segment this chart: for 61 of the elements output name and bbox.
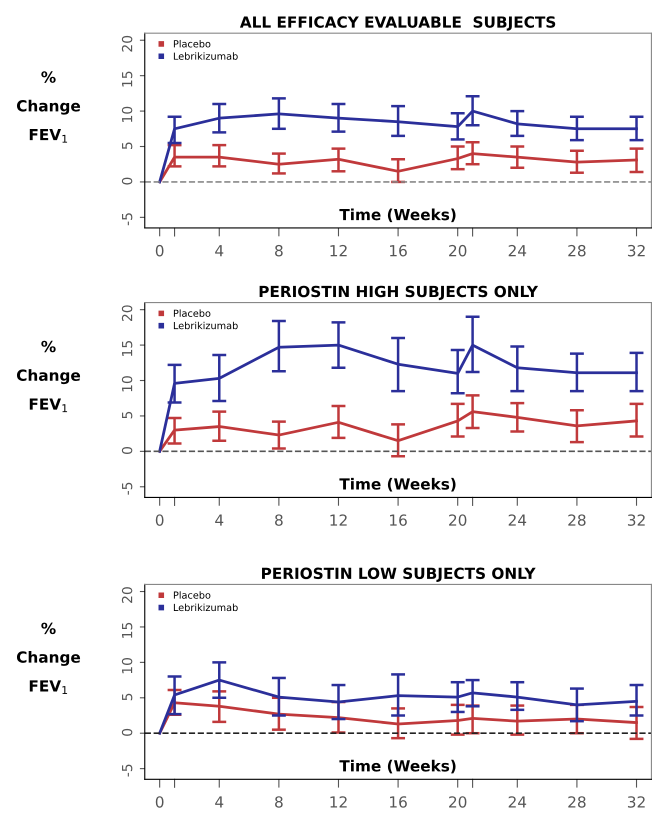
x-axis-title: Time (Weeks) [339, 208, 456, 222]
legend-label: Placebo [174, 40, 210, 48]
x-tick-label: 32 [628, 796, 645, 808]
x-tick-label: 32 [628, 244, 645, 256]
x-tick-label: 12 [330, 514, 347, 526]
y-tick-label: 0 [122, 728, 132, 736]
y-axis-title: % Change FEV$_{1}$ [16, 622, 80, 694]
x-tick-label: 8 [275, 514, 283, 526]
legend-label: Placebo [174, 591, 210, 599]
y-axis-title: % Change FEV$_{1}$ [16, 340, 80, 412]
x-tick-label: 28 [568, 244, 586, 256]
x-tick-label: 8 [275, 796, 283, 808]
chart-title: ALL EFFICACY EVALUABLE SUBJECTS [240, 16, 556, 31]
x-tick-label: 4 [215, 245, 224, 256]
y-tick-label: 10 [122, 376, 132, 392]
x-tick-label: 24 [508, 514, 526, 526]
y-axis-title: % Change FEV$_{1}$ [16, 71, 80, 143]
x-tick-label: 0 [156, 514, 164, 526]
y-tick-label: -5 [122, 482, 132, 495]
y-tick-label: 5 [122, 412, 132, 418]
x-tick-label: 16 [390, 514, 407, 526]
x-tick-label: 0 [156, 244, 164, 256]
y-tick-label: 10 [122, 106, 132, 122]
legend-label: Placebo [174, 309, 210, 317]
x-tick-label: 20 [449, 514, 466, 526]
x-tick-label: 12 [330, 244, 347, 256]
x-tick-label: 28 [568, 514, 586, 526]
x-tick-label: 16 [390, 244, 407, 256]
legend-label: Lebrikizumab [174, 604, 238, 612]
x-axis-title: Time (Weeks) [339, 760, 456, 774]
x-tick-label: 24 [508, 796, 526, 808]
legend-label: Lebrikizumab [174, 322, 238, 330]
x-tick-label: 8 [275, 244, 283, 256]
y-tick-label: 15 [122, 622, 132, 638]
y-tick-label: 0 [122, 447, 132, 454]
x-tick-label: 28 [568, 796, 586, 808]
x-axis-title: Time (Weeks) [339, 478, 456, 492]
x-tick-label: 32 [628, 514, 645, 526]
y-tick-label: 0 [122, 178, 132, 185]
x-tick-label: 20 [449, 796, 466, 808]
x-tick-label: 12 [330, 796, 347, 808]
chart-title: PERIOSTIN LOW SUBJECTS ONLY [262, 568, 536, 582]
y-tick-label: -5 [122, 213, 132, 226]
y-tick-label: 10 [122, 658, 132, 674]
x-tick-label: 20 [449, 244, 466, 256]
x-tick-label: 24 [508, 244, 526, 256]
y-tick-label: 20 [122, 587, 132, 603]
line-series [158, 701, 638, 735]
chart-title: PERIOSTIN HIGH SUBJECTS ONLY [260, 286, 538, 300]
y-tick-label: 5 [122, 694, 132, 700]
y-tick-label: 15 [122, 341, 132, 356]
x-tick-label: 4 [215, 514, 224, 526]
legend-label: Lebrikizumab [174, 52, 238, 60]
y-tick-label: 20 [122, 305, 132, 322]
x-tick-label: 16 [390, 796, 407, 808]
x-tick-label: 0 [156, 796, 164, 808]
y-tick-label: 20 [122, 36, 132, 52]
x-tick-label: 4 [215, 796, 224, 808]
y-tick-label: 15 [122, 72, 132, 87]
y-tick-label: 5 [122, 142, 132, 149]
y-tick-label: -5 [122, 764, 132, 777]
